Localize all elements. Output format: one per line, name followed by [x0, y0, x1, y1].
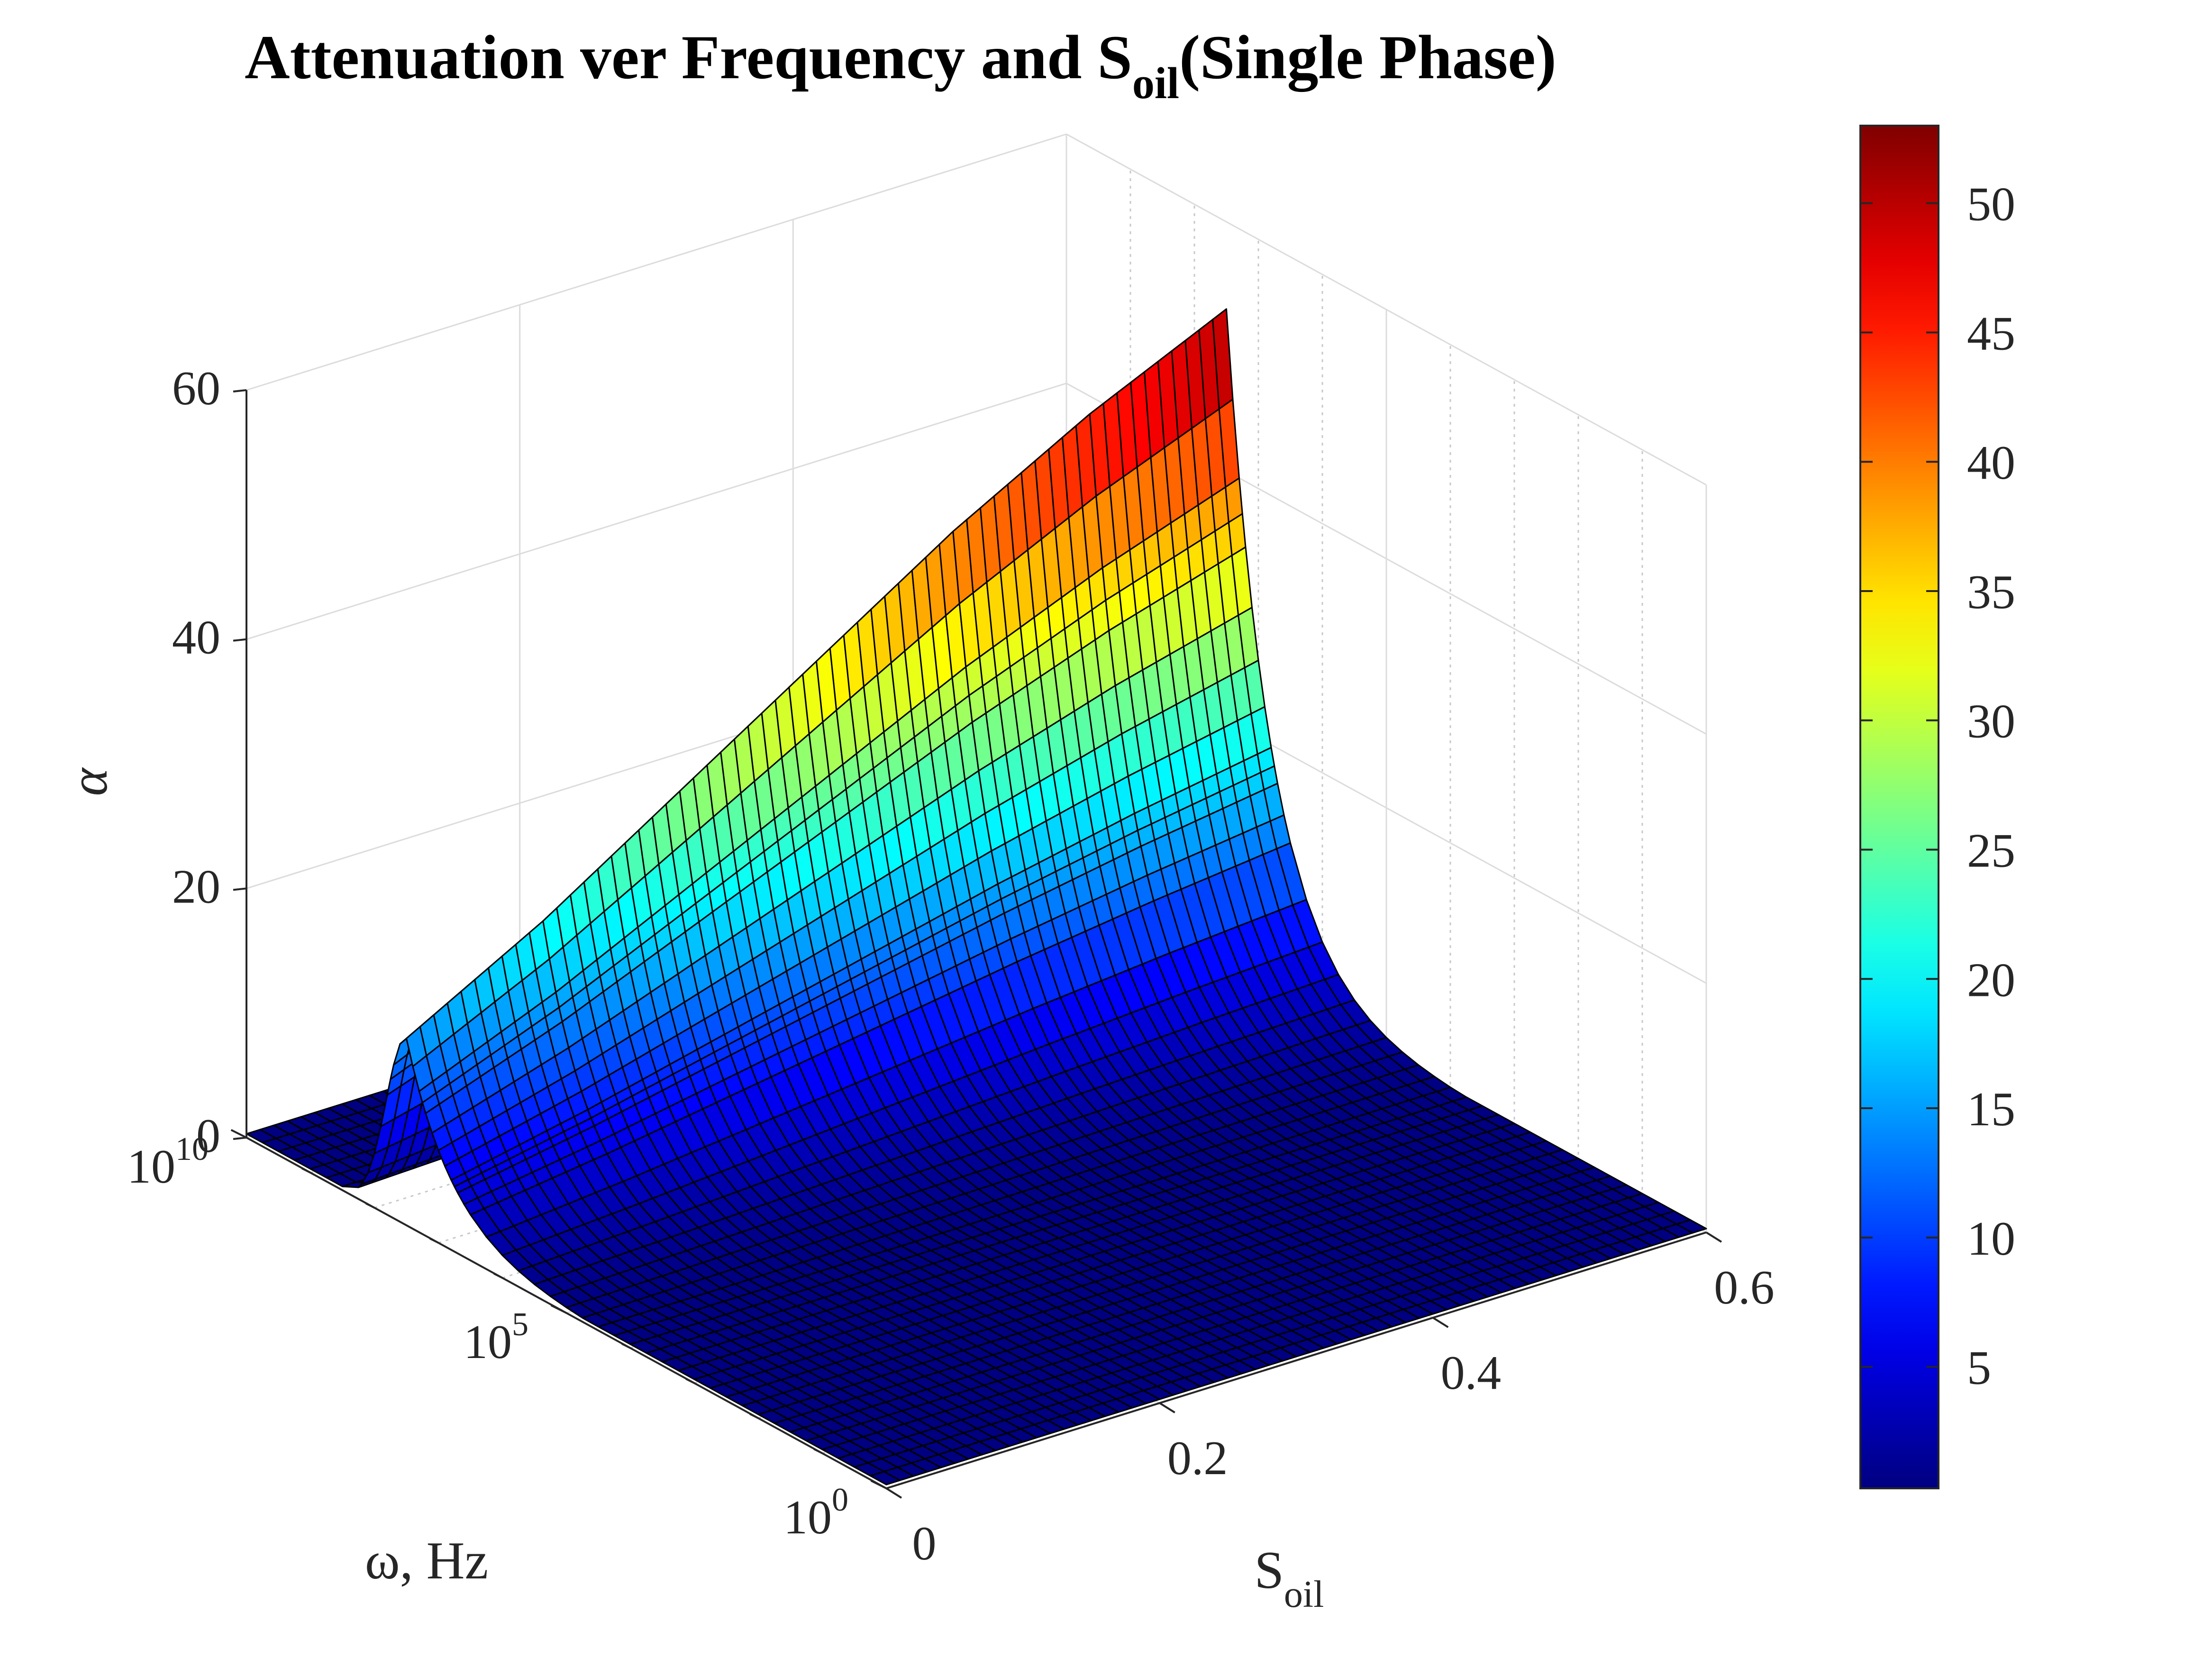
- x-tick-mark: [1432, 1317, 1449, 1328]
- z-axis-ticks: 0 20 40 60: [172, 362, 247, 1163]
- surface-facet: [1675, 1219, 1707, 1234]
- colorbar: 5 10 15 20 25 30 35 40 45 50: [1859, 125, 2015, 1489]
- x-tick-mark: [885, 1487, 902, 1499]
- colorbar-tick-label: 30: [1967, 695, 2015, 748]
- z-tick-mark: [233, 389, 247, 392]
- grid-line-back-wall: [246, 133, 1067, 391]
- colorbar-tick-label: 25: [1967, 824, 2015, 878]
- grid-line-side-wall: [1066, 133, 1707, 486]
- y-tick-mark: [365, 1203, 375, 1209]
- z-tick-label: 20: [172, 860, 220, 913]
- chart-title: Attenuation ver Frequency and Soil(Singl…: [245, 22, 1556, 108]
- z-axis-label: α: [60, 767, 118, 796]
- y-tick-mark: [301, 1167, 311, 1174]
- y-tick-mark: [749, 1413, 759, 1419]
- y-axis-label: ω, Hz: [365, 1531, 488, 1590]
- y-tick-label: 100: [783, 1482, 848, 1544]
- y-tick-mark: [813, 1448, 823, 1454]
- y-tick-mark: [685, 1378, 695, 1384]
- x-axis-label: Soil: [1255, 1541, 1324, 1615]
- x-tick-label: 0.2: [1167, 1431, 1228, 1485]
- y-tick-mark: [550, 1304, 567, 1314]
- colorbar-tick-label: 5: [1967, 1341, 1991, 1395]
- x-tick-mark: [1705, 1231, 1722, 1243]
- y-tick-mark: [230, 1129, 247, 1139]
- colorbar-tick-label: 50: [1967, 178, 2015, 231]
- colorbar-border: [1859, 125, 1939, 1489]
- surface-mesh: [246, 308, 1707, 1486]
- z-tick-label: 60: [172, 362, 220, 415]
- y-tick-mark: [493, 1273, 503, 1279]
- y-tick-mark: [429, 1238, 439, 1244]
- y-tick-label: 105: [464, 1306, 528, 1369]
- colorbar-tick-label: 15: [1967, 1083, 2015, 1136]
- colorbar-tick-label: 20: [1967, 953, 2015, 1007]
- colorbar-gradient: [1860, 126, 1939, 1488]
- x-tick-label: 0.4: [1441, 1346, 1502, 1400]
- colorbar-tick-label: 35: [1967, 565, 2015, 619]
- colorbar-tick-label: 10: [1967, 1212, 2015, 1266]
- x-tick-mark: [1159, 1402, 1175, 1413]
- z-tick-mark: [233, 638, 247, 642]
- y-tick-mark: [621, 1343, 631, 1349]
- grid-line-back-wall: [246, 383, 1067, 640]
- x-tick-label: 0.6: [1714, 1261, 1775, 1314]
- y-axis-ticks: 100 105 1010: [127, 1129, 887, 1544]
- x-axis-ticks: 0 0.2 0.4 0.6: [885, 1231, 1775, 1570]
- z-tick-mark: [233, 887, 247, 891]
- x-axis-line: [886, 1231, 1707, 1489]
- colorbar-tick-label: 45: [1967, 307, 2015, 360]
- y-tick-mark: [870, 1480, 887, 1489]
- z-tick-mark: [233, 1137, 247, 1140]
- x-tick-label: 0: [912, 1517, 937, 1570]
- z-tick-label: 40: [172, 611, 220, 665]
- z-tick-label: 0: [196, 1109, 220, 1163]
- colorbar-tick-label: 40: [1967, 436, 2015, 490]
- y-tick-label: 1010: [127, 1131, 209, 1194]
